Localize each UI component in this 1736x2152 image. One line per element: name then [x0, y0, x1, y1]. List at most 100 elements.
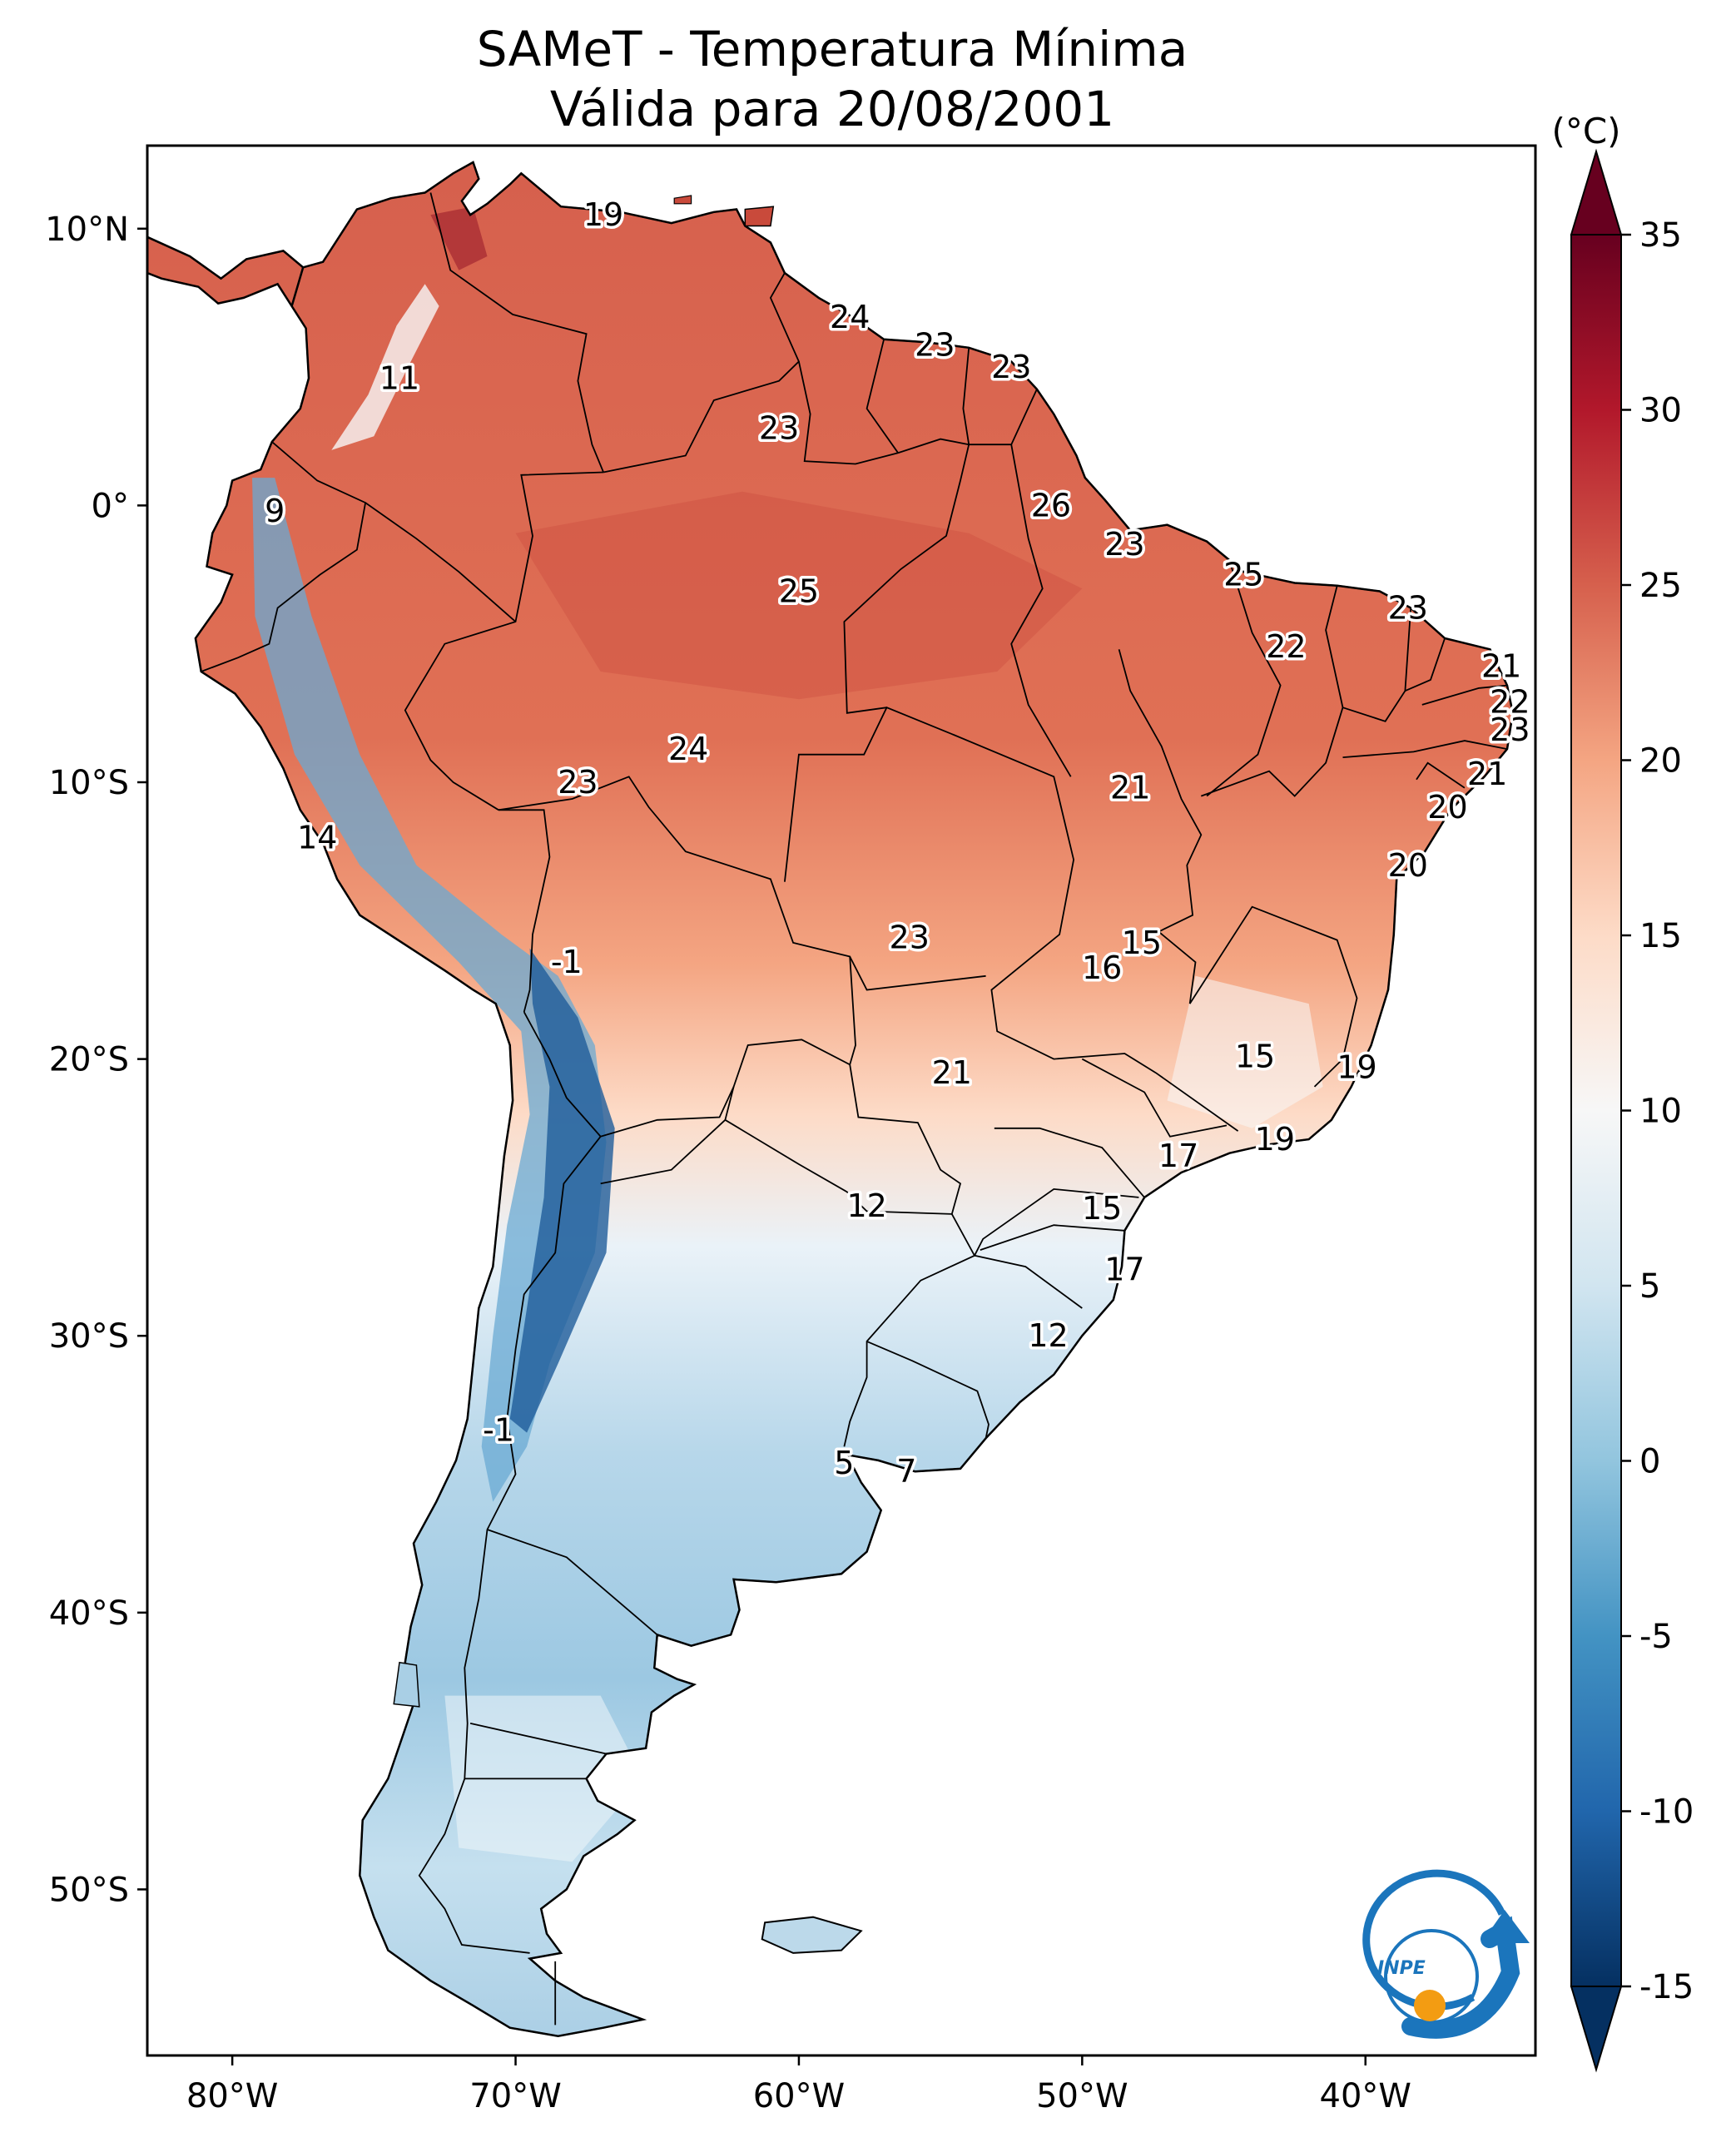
- city-temperature-label: 5: [834, 1445, 854, 1481]
- border-line: [404, 471, 604, 811]
- city-temperature-label: 19: [1255, 1121, 1295, 1158]
- city-temperature-label: 21: [1110, 770, 1150, 806]
- border-line: [974, 1188, 1139, 1257]
- city-temperature-label: 24: [830, 299, 870, 335]
- border-line: [994, 1127, 1145, 1198]
- city-temperature-label: 23: [558, 764, 598, 801]
- border-line: [429, 192, 604, 473]
- lon-tick-label: 60°W: [753, 2077, 845, 2115]
- border-line: [498, 776, 856, 1065]
- border-line: [724, 1086, 952, 1215]
- border-line: [849, 1064, 962, 1215]
- map-title-line1: SAMeT - Temperatura Mínima: [476, 21, 1188, 77]
- city-temperature-label: 19: [1337, 1049, 1376, 1086]
- longitude-axis: 80°W 70°W 60°W 50°W 40°W: [186, 2055, 1411, 2115]
- lon-tick-label: 70°W: [469, 2077, 561, 2115]
- political-borders: [201, 192, 1508, 2026]
- border-line: [843, 444, 970, 714]
- coastline: [146, 161, 1515, 2037]
- border-line: [784, 707, 1239, 1132]
- border-line: [1188, 905, 1358, 1088]
- logo-dot: [1414, 1990, 1446, 2021]
- margarita-island: [673, 195, 692, 205]
- border-line: [487, 1529, 658, 1636]
- colorbar-tick-label: 35: [1639, 216, 1682, 255]
- lat-tick-label: 20°S: [49, 1041, 129, 1079]
- colorbar-tick-label: 25: [1639, 567, 1682, 605]
- colorbar-tick-label: 10: [1639, 1093, 1682, 1131]
- border-line: [1342, 607, 1412, 722]
- border-line: [866, 1341, 990, 1439]
- city-temperature-label: 17: [1104, 1251, 1144, 1287]
- colorbar-tick-label: 15: [1639, 917, 1682, 955]
- border-line: [498, 809, 551, 1013]
- border-line: [523, 1011, 851, 1138]
- city-temperature-label: 12: [846, 1188, 886, 1224]
- city-temperature-label: 22: [1266, 628, 1306, 665]
- border-line: [1200, 585, 1344, 797]
- city-temperature-label: 20: [1427, 789, 1467, 826]
- colorbar-tick-label: 0: [1639, 1443, 1660, 1481]
- logo-text: INPE: [1377, 1958, 1426, 1979]
- colorbar-tick-label: 30: [1639, 392, 1682, 430]
- city-temperature-label: 15: [1082, 1190, 1122, 1227]
- city-temperature-label: 12: [1028, 1317, 1068, 1354]
- city-temperature-label: 24: [668, 731, 708, 767]
- border-line: [1342, 740, 1508, 758]
- border-line: [1081, 1058, 1228, 1138]
- lat-tick-label: 50°S: [49, 1871, 129, 1909]
- colorbar-bottom-arrow: [1570, 1986, 1623, 2073]
- colorbar-top-arrow: [1570, 148, 1623, 236]
- city-temperature-label: 25: [779, 573, 819, 610]
- lat-tick-label: 10°N: [45, 211, 129, 249]
- colorbar: (°C) 35 30 25 20 15 10 5 0 -5 -10 -15: [1551, 111, 1694, 2073]
- border-line: [1118, 649, 1203, 1004]
- colorbar-tick-label: -10: [1639, 1793, 1694, 1832]
- city-temperature-label: 23: [991, 349, 1031, 385]
- city-temperature-label: -1: [551, 944, 583, 980]
- city-temperature-label: 14: [297, 820, 337, 856]
- border-line: [980, 1224, 1125, 1251]
- border-line: [418, 1136, 602, 1954]
- border-line: [1421, 684, 1508, 706]
- city-temperature-label: 7: [896, 1453, 916, 1490]
- city-temperature-label: 23: [915, 326, 955, 363]
- border-line: [201, 441, 367, 672]
- colorbar-tick-label: -15: [1639, 1968, 1694, 2006]
- islands: [393, 195, 863, 1954]
- city-temperature-label: 21: [1481, 647, 1521, 684]
- colorbar-tick-label: 5: [1639, 1267, 1660, 1306]
- border-line: [365, 502, 517, 622]
- city-temperature-label: 23: [1388, 589, 1428, 626]
- colorbar-bar: [1571, 235, 1621, 1986]
- colorbar-tick-label: 20: [1639, 742, 1682, 781]
- city-temperature-label: 26: [1031, 487, 1071, 523]
- border-line: [1206, 560, 1282, 797]
- border-line: [962, 347, 970, 445]
- chiloe-island: [393, 1661, 420, 1708]
- border-line: [849, 956, 986, 991]
- latitude-axis: 10°N 0° 10°S 20°S 30°S 40°S 50°S: [45, 211, 147, 1909]
- city-temperature-label: 17: [1158, 1138, 1198, 1174]
- colorbar-unit: (°C): [1551, 111, 1620, 151]
- lon-tick-label: 40°W: [1320, 2077, 1411, 2115]
- city-temperature-label: 15: [1235, 1038, 1275, 1074]
- city-temperature-label: 21: [1467, 756, 1507, 792]
- city-temperature-label: 19: [583, 196, 623, 233]
- inpe-logo: INPE: [1362, 1869, 1530, 2039]
- border-line: [1405, 637, 1446, 692]
- city-temperature-label: 16: [1082, 950, 1122, 986]
- lon-tick-label: 80°W: [186, 2077, 278, 2115]
- temperature-shading: [252, 206, 1323, 1862]
- trinidad-island: [744, 206, 775, 227]
- city-temperature-label: 25: [1223, 557, 1263, 593]
- lat-tick-label: 10°S: [49, 764, 129, 802]
- city-temperature-label: 23: [759, 409, 799, 446]
- border-line: [600, 1119, 727, 1185]
- lat-tick-label: 30°S: [49, 1317, 129, 1356]
- border-line: [974, 1254, 1083, 1309]
- map-border: [146, 144, 1537, 2057]
- city-temperature-label: 20: [1388, 847, 1428, 884]
